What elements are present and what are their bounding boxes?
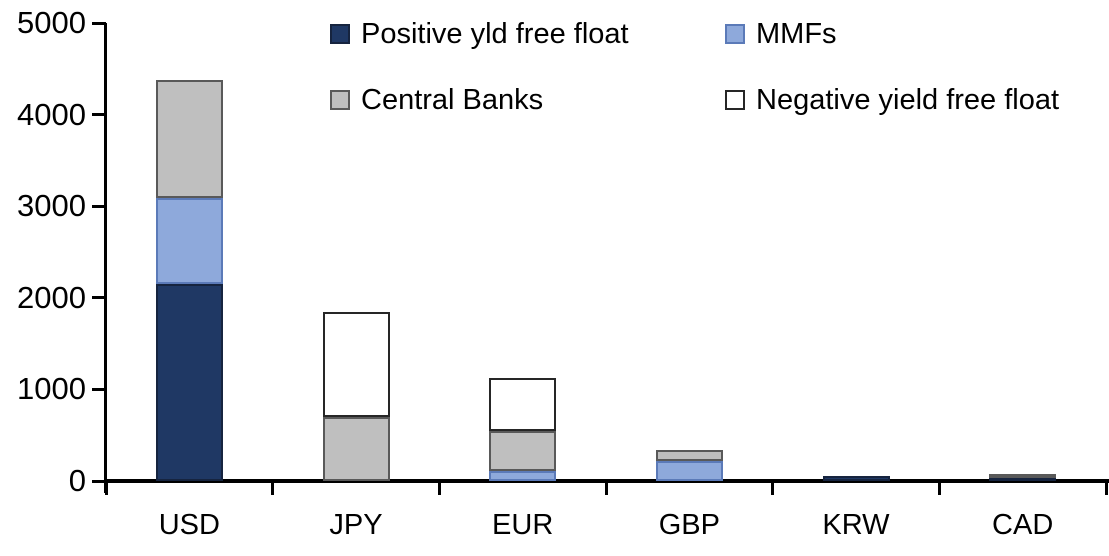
- bar-segment: [655, 450, 723, 462]
- legend-label: Central Banks: [361, 84, 544, 116]
- x-tick-mark: [1104, 483, 1108, 495]
- x-tick-mark: [937, 483, 941, 495]
- legend-item: Negative yield free float: [725, 85, 1059, 115]
- y-tick-mark: [92, 21, 106, 25]
- y-tick-mark: [92, 113, 106, 117]
- legend-swatch: [725, 90, 745, 110]
- y-tick-mark: [92, 387, 106, 391]
- legend-swatch: [725, 24, 745, 44]
- bar-segment: [155, 284, 223, 481]
- bar-segment: [489, 431, 557, 471]
- y-axis-line: [104, 23, 107, 493]
- y-tick-mark: [92, 479, 106, 483]
- bar-segment: [322, 416, 390, 481]
- x-tick-mark: [771, 483, 775, 495]
- legend-item: Central Banks: [330, 85, 543, 115]
- x-category-label: EUR: [492, 509, 554, 541]
- x-category-label: CAD: [992, 509, 1054, 541]
- x-axis-line: [104, 479, 1109, 483]
- bar-segment: [489, 470, 557, 481]
- bar-segment: [155, 79, 223, 198]
- legend-item: Positive yld free float: [330, 19, 629, 49]
- y-tick-label: 5000: [17, 5, 86, 40]
- bar-segment: [322, 311, 390, 417]
- bar-segment: [822, 476, 890, 481]
- x-category-label: KRW: [822, 509, 890, 541]
- y-tick-mark: [92, 204, 106, 208]
- legend-label: Negative yield free float: [756, 84, 1060, 116]
- bar-segment: [989, 473, 1057, 478]
- x-category-label: JPY: [329, 509, 383, 541]
- legend-swatch: [330, 24, 350, 44]
- x-category-label: USD: [158, 509, 220, 541]
- bar-segment: [989, 476, 1057, 481]
- legend-label: MMFs: [756, 18, 837, 50]
- x-tick-mark: [604, 483, 608, 495]
- bar-segment: [489, 378, 557, 432]
- y-tick-mark: [92, 296, 106, 300]
- y-tick-label: 3000: [17, 188, 86, 224]
- bar-segment: [655, 461, 723, 481]
- legend-swatch: [330, 90, 350, 110]
- y-tick-label: 4000: [17, 96, 86, 132]
- x-tick-mark: [104, 483, 108, 495]
- legend-item: MMFs: [725, 19, 837, 49]
- bar-segment: [155, 197, 223, 285]
- y-tick-label: 0: [68, 463, 86, 498]
- x-tick-mark: [271, 483, 275, 495]
- y-tick-label: 2000: [17, 279, 86, 315]
- x-tick-mark: [437, 483, 441, 495]
- x-category-label: GBP: [658, 509, 720, 541]
- y-tick-label: 1000: [17, 371, 86, 407]
- legend-label: Positive yld free float: [361, 18, 629, 50]
